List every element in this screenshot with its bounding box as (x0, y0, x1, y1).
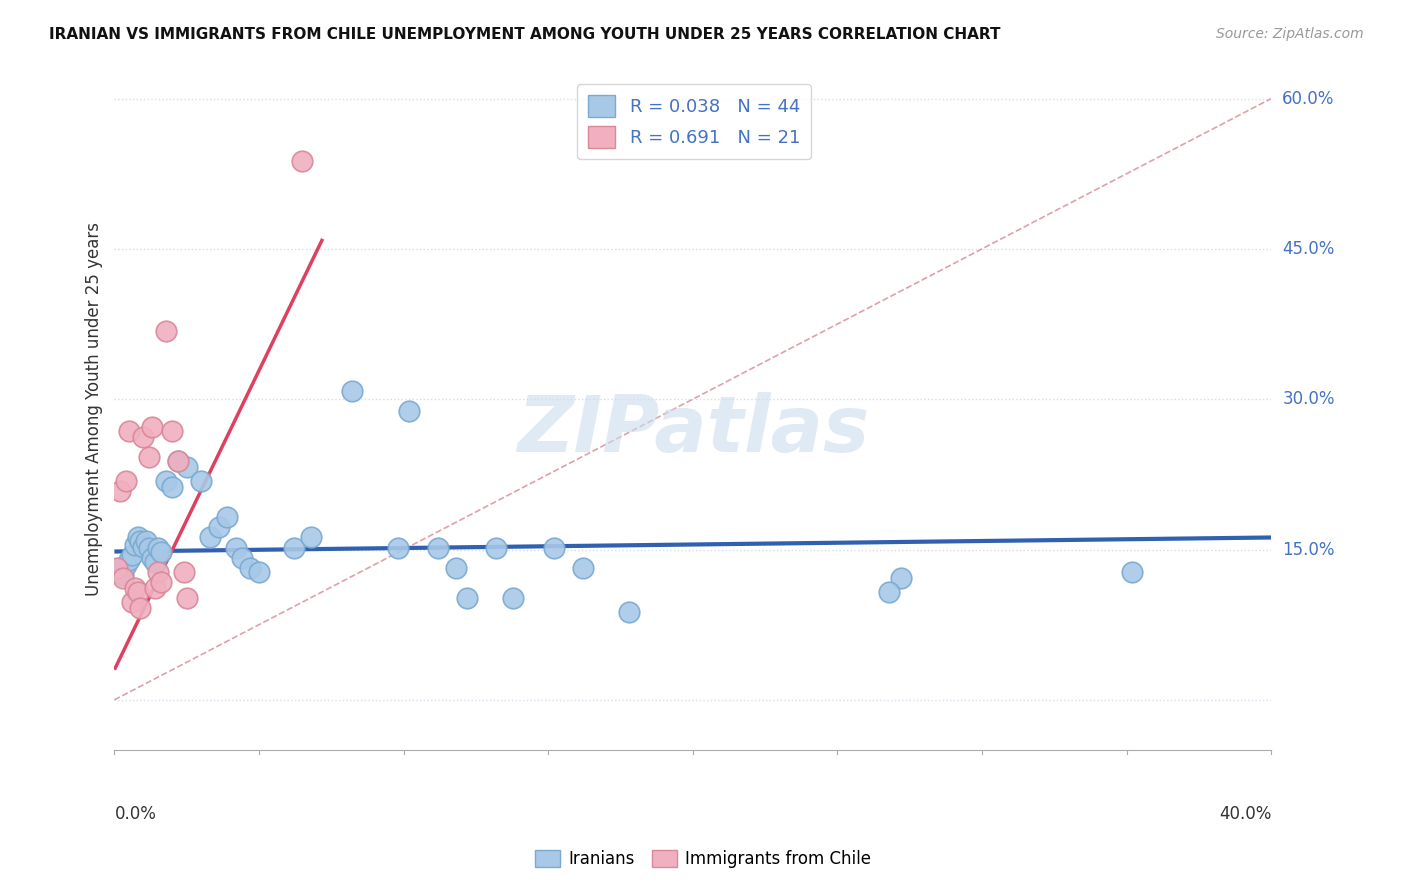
Point (217, 510, 239, 524)
Point (143, 555, 166, 569)
Point (135, 534, 157, 549)
Point (105, 565, 128, 579)
Point (167, 454, 190, 468)
Point (225, 541, 247, 555)
Point (138, 541, 160, 555)
Point (444, 560, 467, 574)
Point (890, 571, 912, 585)
Point (124, 581, 146, 595)
Text: 60.0%: 60.0% (1282, 89, 1334, 108)
Point (283, 541, 305, 555)
Point (162, 480, 184, 494)
Point (141, 550, 163, 565)
Point (138, 450, 160, 465)
Point (105, 560, 128, 574)
Point (502, 591, 524, 605)
Point (485, 541, 508, 555)
Point (149, 574, 172, 589)
Point (143, 581, 166, 595)
Point (149, 544, 172, 558)
Text: 30.0%: 30.0% (1282, 390, 1334, 409)
Point (398, 404, 420, 418)
Text: Source: ZipAtlas.com: Source: ZipAtlas.com (1216, 27, 1364, 41)
Point (129, 534, 152, 549)
Point (167, 454, 190, 468)
Point (299, 531, 322, 545)
Point (121, 594, 143, 608)
Point (239, 560, 262, 574)
Text: 40.0%: 40.0% (1219, 805, 1271, 823)
Text: IRANIAN VS IMMIGRANTS FROM CHILE UNEMPLOYMENT AMONG YOUTH UNDER 25 YEARS CORRELA: IRANIAN VS IMMIGRANTS FROM CHILE UNEMPLO… (49, 27, 1001, 42)
Point (456, 591, 478, 605)
Legend: R = 0.038   N = 44, R = 0.691   N = 21: R = 0.038 N = 44, R = 0.691 N = 21 (578, 85, 811, 159)
Point (127, 531, 149, 545)
Point (247, 565, 270, 579)
Point (127, 584, 149, 599)
Point (121, 548, 143, 562)
Point (291, 153, 314, 168)
Point (1121, 565, 1143, 579)
Text: 0.0%: 0.0% (114, 805, 156, 823)
Point (118, 552, 141, 566)
Text: ZIPatlas: ZIPatlas (516, 392, 869, 467)
Legend: Iranians, Immigrants from Chile: Iranians, Immigrants from Chile (529, 843, 877, 875)
Point (108, 484, 131, 499)
Point (155, 324, 177, 338)
Point (387, 541, 409, 555)
Point (617, 605, 640, 619)
Point (543, 541, 565, 555)
Point (115, 558, 138, 572)
Point (118, 424, 141, 438)
Point (198, 531, 221, 545)
Point (112, 571, 135, 585)
Point (176, 591, 198, 605)
Point (132, 430, 155, 444)
Point (129, 600, 152, 615)
Point (340, 384, 363, 399)
Point (176, 460, 198, 475)
Point (162, 424, 184, 438)
Text: 15.0%: 15.0% (1282, 541, 1334, 558)
Point (112, 567, 135, 582)
Point (427, 541, 450, 555)
Point (124, 537, 146, 551)
Point (146, 565, 169, 579)
Point (231, 550, 253, 565)
Point (115, 475, 138, 489)
Point (207, 520, 229, 534)
Text: 45.0%: 45.0% (1282, 240, 1334, 258)
Point (108, 560, 131, 574)
Point (132, 540, 155, 554)
Point (141, 420, 163, 434)
Point (572, 560, 595, 574)
Point (173, 565, 195, 579)
Point (146, 541, 169, 555)
Point (155, 475, 177, 489)
Y-axis label: Unemployment Among Youth under 25 years: Unemployment Among Youth under 25 years (86, 222, 103, 596)
Point (879, 584, 901, 599)
Point (190, 475, 212, 489)
